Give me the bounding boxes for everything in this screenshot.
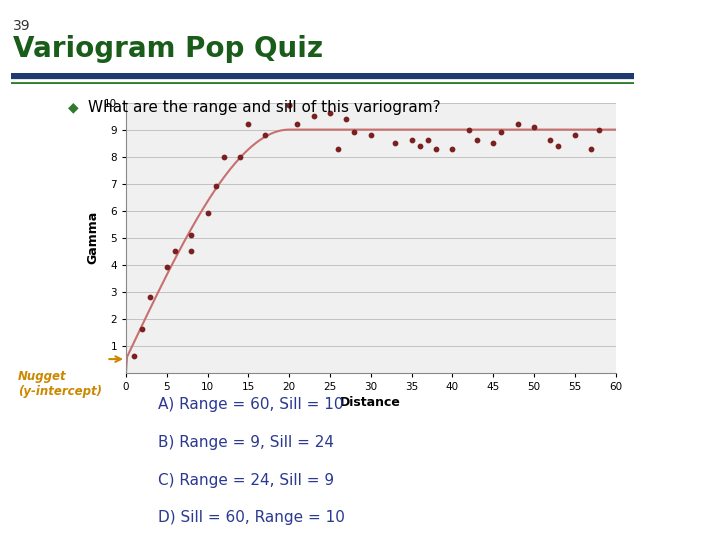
Text: Variogram Pop Quiz: Variogram Pop Quiz [13, 35, 323, 63]
Point [446, 144, 458, 153]
Point [284, 101, 295, 110]
Point [324, 109, 336, 118]
Point [495, 128, 507, 137]
Point [259, 131, 271, 139]
Point [406, 136, 418, 145]
Point [292, 120, 303, 129]
Point [422, 136, 433, 145]
Text: Nugget
(y-intercept): Nugget (y-intercept) [18, 370, 102, 398]
Point [308, 112, 320, 120]
Point [341, 114, 352, 123]
Point [169, 247, 181, 255]
Text: What are the range and sill of this variogram?: What are the range and sill of this vari… [88, 100, 441, 115]
X-axis label: Distance: Distance [341, 396, 401, 409]
Point [218, 152, 230, 161]
Y-axis label: Gamma: Gamma [86, 211, 99, 264]
Point [210, 182, 222, 191]
Point [161, 263, 173, 272]
Point [414, 141, 426, 150]
Point [145, 293, 156, 301]
Text: B) Range = 9, Sill = 24: B) Range = 9, Sill = 24 [158, 435, 334, 450]
Point [186, 231, 197, 239]
Point [243, 120, 254, 129]
Point [365, 131, 377, 139]
Point [333, 144, 344, 153]
Point [471, 136, 482, 145]
Point [284, 101, 295, 110]
Point [544, 136, 556, 145]
Point [585, 144, 597, 153]
Point [463, 125, 474, 134]
Text: ◆: ◆ [68, 100, 79, 114]
Point [235, 152, 246, 161]
Point [528, 123, 540, 131]
Point [137, 325, 148, 334]
Point [186, 247, 197, 255]
Point [128, 352, 140, 361]
Point [487, 139, 499, 147]
Point [431, 144, 442, 153]
Point [553, 141, 564, 150]
Text: D) Sill = 60, Range = 10: D) Sill = 60, Range = 10 [158, 510, 346, 525]
Point [512, 120, 523, 129]
Point [593, 125, 605, 134]
Text: A) Range = 60, Sill = 10: A) Range = 60, Sill = 10 [158, 397, 344, 412]
Text: 39: 39 [13, 19, 30, 33]
Point [348, 128, 360, 137]
Text: C) Range = 24, Sill = 9: C) Range = 24, Sill = 9 [158, 472, 335, 488]
Point [569, 131, 580, 139]
Point [202, 209, 213, 218]
Point [390, 139, 401, 147]
